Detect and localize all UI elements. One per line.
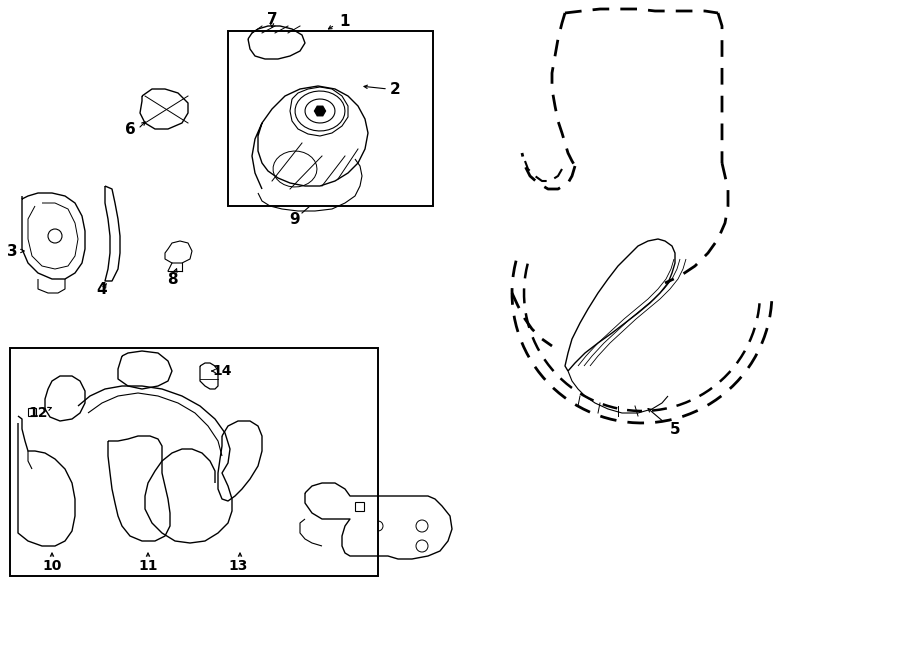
Text: 6: 6 [124, 122, 135, 137]
Text: 10: 10 [42, 559, 62, 573]
Text: 4: 4 [96, 282, 107, 297]
Text: 7: 7 [266, 11, 277, 26]
Text: 8: 8 [166, 272, 177, 286]
Text: 9: 9 [290, 212, 301, 227]
Text: 2: 2 [390, 81, 400, 97]
Bar [228, 31, 433, 206]
Text: 5: 5 [670, 422, 680, 436]
Text: 13: 13 [229, 559, 248, 573]
Bar [10, 348, 378, 576]
Text: 14: 14 [212, 364, 232, 378]
Text: 12: 12 [28, 406, 48, 420]
Text: 11: 11 [139, 559, 158, 573]
Text: 1: 1 [340, 13, 350, 28]
Text: 3: 3 [6, 243, 17, 258]
Bar [355, 502, 364, 511]
Bar [28, 408, 36, 416]
Polygon shape [314, 106, 326, 116]
